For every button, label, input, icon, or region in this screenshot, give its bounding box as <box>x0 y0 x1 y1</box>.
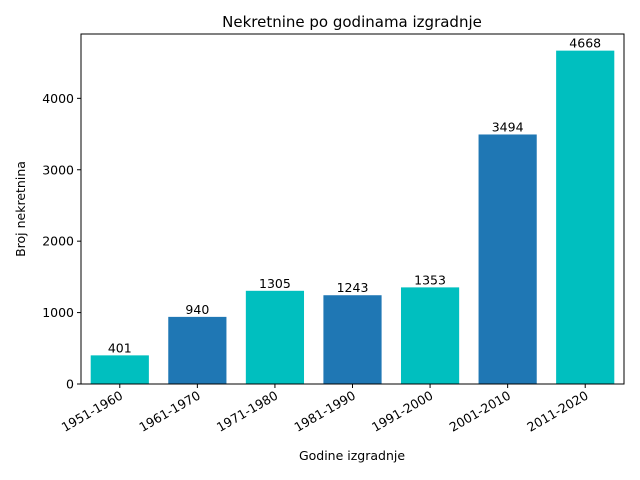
bar-1991-2000 <box>400 287 460 384</box>
y-tick-label-4000: 4000 <box>42 91 74 106</box>
bars-group <box>90 50 615 384</box>
y-tick-label-1000: 1000 <box>42 305 74 320</box>
data-label-1961-1970: 940 <box>185 302 209 317</box>
bar-1971-1980 <box>245 290 305 384</box>
x-tick-label-1961-1970: 1961-1970 <box>136 388 203 435</box>
y-tick-label-2000: 2000 <box>42 234 74 249</box>
y-tick-label-3000: 3000 <box>42 162 74 177</box>
data-label-1971-1980: 1305 <box>259 276 291 291</box>
y-axis: 0 1000 2000 3000 4000 <box>42 91 81 392</box>
x-tick-label-1971-1980: 1971-1980 <box>214 388 281 435</box>
bar-2011-2020 <box>556 50 615 384</box>
y-tick-label-0: 0 <box>66 377 74 392</box>
y-axis-title: Broj nekretnina <box>13 161 28 257</box>
x-tick-label-2001-2010: 2001-2010 <box>447 388 514 435</box>
x-tick-label-1981-1990: 1981-1990 <box>291 388 358 435</box>
bar-1981-1990 <box>323 295 382 384</box>
chart-title: Nekretnine po godinama izgradnje <box>222 13 482 31</box>
x-tick-label-1991-2000: 1991-2000 <box>369 388 436 435</box>
x-axis-title: Godine izgradnje <box>299 448 405 463</box>
bar-1951-1960 <box>90 355 149 384</box>
bar-2001-2010 <box>478 134 537 384</box>
data-labels-group: 401 940 1305 1243 1353 3494 4668 <box>108 36 601 356</box>
x-axis: 1951-1960 1961-1970 1971-1980 1981-1990 1991… <box>59 384 591 435</box>
data-label-1981-1990: 1243 <box>337 280 369 295</box>
data-label-2001-2010: 3494 <box>492 119 524 134</box>
data-label-1951-1960: 401 <box>108 340 132 355</box>
plot-frame <box>80 33 625 385</box>
x-tick-label-2011-2020: 2011-2020 <box>524 388 591 435</box>
data-label-1991-2000: 1353 <box>414 272 446 287</box>
bar-1961-1970 <box>168 316 227 384</box>
x-tick-label-1951-1960: 1951-1960 <box>59 388 126 435</box>
data-label-2011-2020: 4668 <box>569 36 601 51</box>
